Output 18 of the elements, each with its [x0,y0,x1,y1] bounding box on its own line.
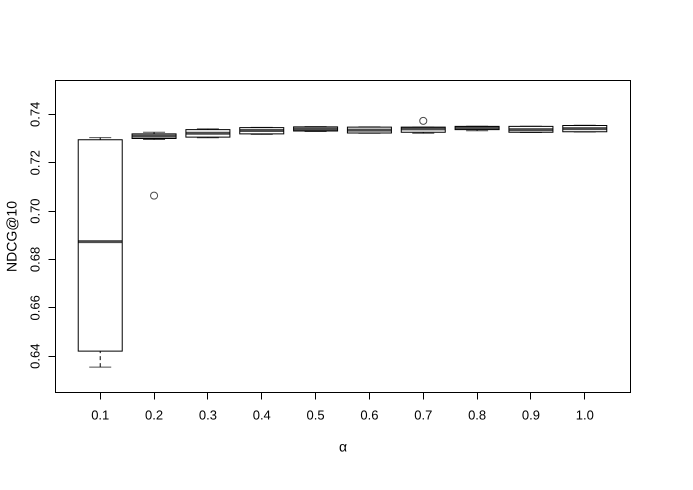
y-tick-label: 0.74 [28,102,42,128]
y-tick-label: 0.68 [28,246,42,272]
y-tick-label: 0.64 [28,344,42,369]
x-tick-label: 0.2 [145,408,164,422]
y-axis-title: NDCG@10 [4,200,20,272]
x-tick-label: 0.1 [91,408,110,422]
x-axis-title: α [338,438,348,454]
y-tick-label: 0.66 [28,295,42,321]
x-tick-label: 1.0 [576,408,594,422]
y-tick-label: 0.70 [28,198,42,224]
x-tick-label: 0.8 [468,408,486,422]
x-tick-label: 0.9 [522,408,540,422]
x-tick-label: 0.5 [306,408,325,422]
x-tick-label: 0.6 [360,408,378,422]
x-tick-label: 0.7 [414,408,432,422]
y-tick-label: 0.72 [28,150,42,176]
x-tick-label: 0.4 [252,408,271,422]
x-tick-label: 0.3 [198,408,217,422]
